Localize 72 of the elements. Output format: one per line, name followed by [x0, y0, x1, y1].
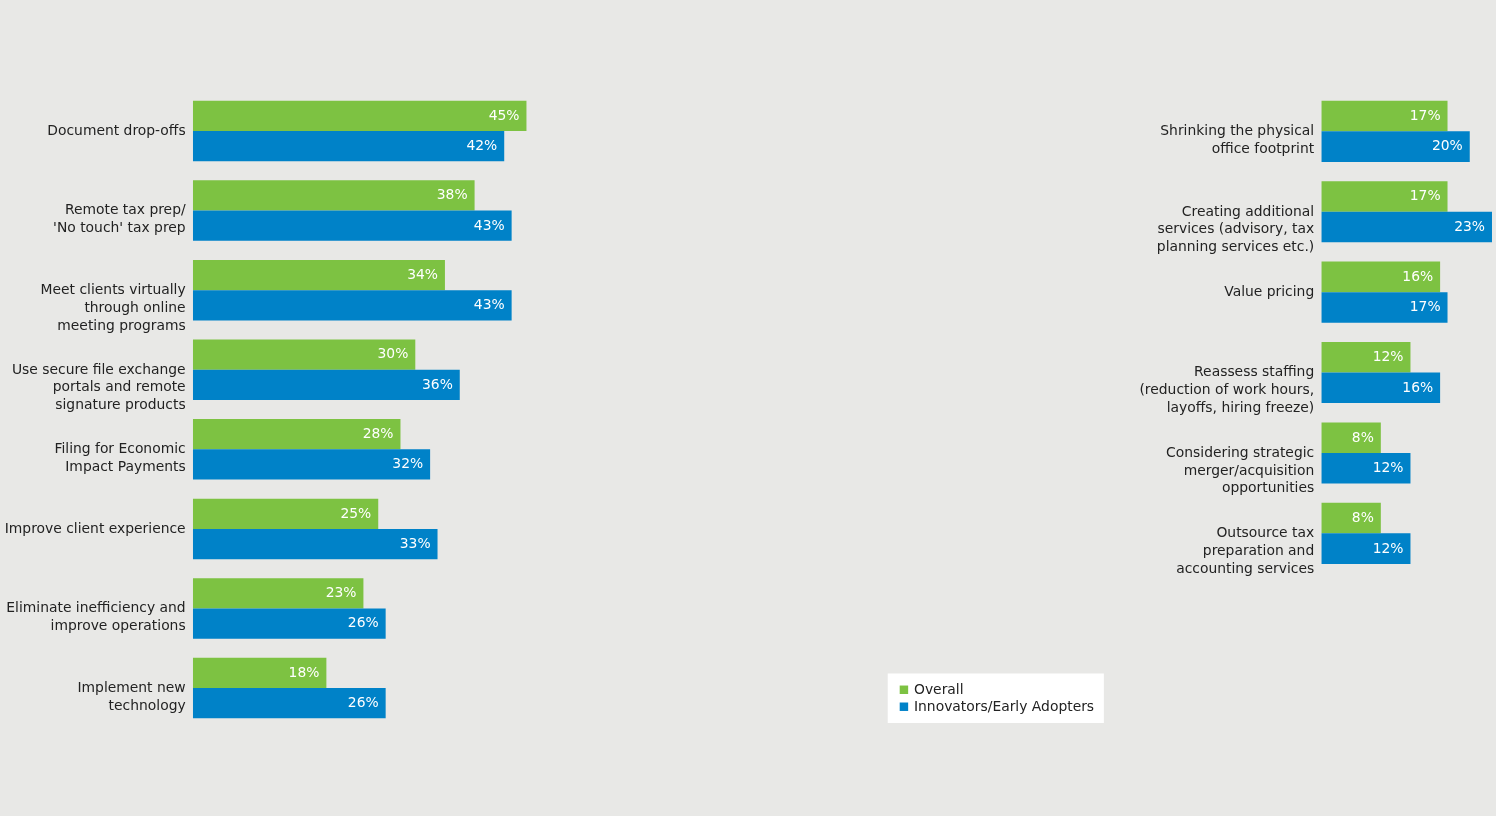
bar — [192, 100, 527, 132]
data-label: 18% — [288, 663, 320, 680]
data-label: 12% — [1372, 459, 1404, 476]
bar — [192, 688, 386, 719]
bar — [1321, 502, 1381, 534]
data-label: 34% — [407, 265, 438, 282]
bar — [1321, 452, 1411, 484]
data-label: 20% — [1431, 137, 1463, 154]
data-label: 23% — [1454, 217, 1486, 234]
bar — [192, 528, 438, 560]
y-tick-label: Considering strategic merger/acquisition opportunities — [1166, 443, 1315, 496]
y-tick-label: Meet clients virtually through online meeting programs — [40, 281, 186, 333]
bar — [192, 657, 327, 689]
bar — [1321, 181, 1448, 212]
data-label: 12% — [1372, 539, 1404, 556]
data-label: 38% — [436, 186, 468, 203]
data-label: 26% — [347, 614, 379, 631]
y-tick-label: Value pricing — [1224, 283, 1315, 300]
data-label: 16% — [1402, 378, 1434, 395]
bar — [1321, 261, 1441, 293]
bar — [192, 290, 512, 321]
data-label: 16% — [1402, 267, 1434, 284]
y-tick-label: Use secure file exchange portals and remote signature products — [11, 360, 186, 413]
data-label: 26% — [347, 694, 379, 711]
bar — [1321, 342, 1411, 373]
bar — [1321, 292, 1448, 323]
bar — [1321, 100, 1448, 132]
y-tick-label: Remote tax prep/ 'No touch' tax prep — [53, 201, 186, 236]
y-tick-label: Creating additional services (advisory, tax planning services etc.) — [1156, 202, 1315, 255]
y-tick-label: Improve client experience — [4, 519, 186, 536]
data-label: 8% — [1351, 428, 1374, 445]
y-tick-label: Eliminate inefficiency and improve operations — [6, 599, 186, 634]
y-tick-label: Outsource tax preparation and accounting services — [1176, 524, 1315, 576]
bar — [192, 498, 379, 529]
bar — [1321, 211, 1492, 243]
bar — [1321, 131, 1470, 162]
bar — [1321, 422, 1381, 453]
bar — [192, 339, 416, 370]
bar — [192, 449, 431, 480]
bar — [192, 131, 505, 162]
data-label: 43% — [473, 296, 505, 313]
data-label: 25% — [340, 504, 372, 521]
legend-label: Overall — [913, 680, 964, 697]
data-label: 17% — [1409, 298, 1441, 315]
data-label: 8% — [1351, 508, 1374, 525]
data-label: 17% — [1409, 187, 1441, 204]
bar — [192, 578, 364, 609]
data-label: 23% — [325, 584, 357, 601]
y-tick-label: Filing for Economic Impact Payments — [54, 440, 186, 474]
bar — [192, 259, 445, 291]
data-label: 45% — [488, 106, 520, 123]
y-tick-label: Reassess staffing (reduction of work hours, layoffs, hiring freeze) — [1139, 363, 1315, 415]
data-label: 17% — [1409, 106, 1441, 123]
data-label: 12% — [1372, 348, 1404, 365]
data-label: 32% — [392, 455, 424, 472]
data-label: 42% — [466, 136, 498, 153]
data-label: 33% — [399, 534, 431, 551]
bar — [192, 419, 401, 450]
data-label: 43% — [473, 216, 505, 233]
legend-label: Innovators/Early Adopters — [913, 697, 1095, 714]
data-label: 30% — [377, 345, 409, 362]
y-tick-label: Implement new technology — [77, 678, 186, 713]
bar — [1321, 533, 1411, 564]
bar — [192, 210, 512, 241]
data-label: 28% — [362, 425, 394, 442]
bar — [192, 180, 475, 211]
bar — [192, 369, 460, 400]
y-tick-label: Shrinking the physical office footprint — [1160, 122, 1315, 156]
bar — [192, 608, 386, 639]
y-tick-label: Document drop-offs — [47, 121, 186, 138]
data-label: 36% — [421, 375, 453, 392]
bar — [1321, 372, 1441, 404]
